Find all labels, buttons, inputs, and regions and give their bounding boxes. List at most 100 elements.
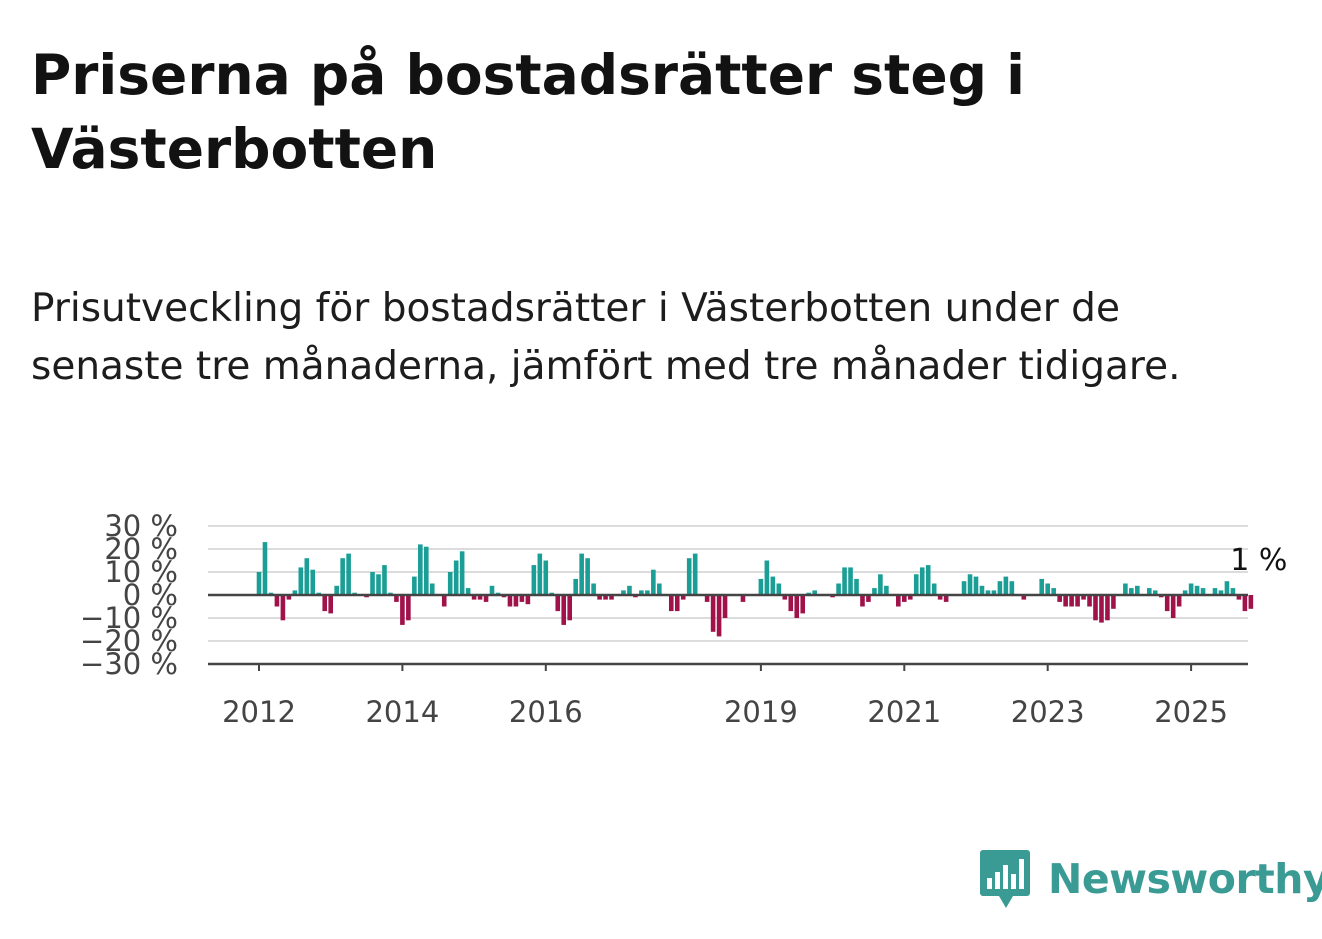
bar	[1236, 595, 1242, 600]
chart-subtitle: Prisutveckling för bostadsrätter i Väste…	[31, 286, 1181, 389]
bar	[627, 585, 632, 595]
bar	[1242, 595, 1248, 612]
bar	[710, 595, 716, 632]
bar	[645, 590, 650, 595]
bar	[1170, 595, 1176, 618]
y-tick-label: −10 %	[80, 601, 178, 635]
x-tick-label: 2019	[724, 695, 798, 729]
bar	[567, 595, 572, 621]
bar	[573, 578, 578, 595]
bar	[1129, 588, 1134, 595]
brand-logo: Newsworthy	[980, 850, 1322, 908]
bar	[985, 590, 991, 595]
bar	[692, 553, 698, 595]
bar	[919, 567, 925, 595]
bar	[477, 595, 483, 600]
bar	[531, 565, 537, 595]
bar	[585, 558, 590, 595]
bar	[465, 588, 471, 595]
bar	[1248, 595, 1254, 609]
bar	[776, 583, 782, 595]
y-tick-label: 20 %	[104, 532, 178, 566]
bar	[441, 595, 447, 607]
bar	[1075, 595, 1080, 607]
bar	[967, 574, 973, 595]
bar	[1093, 595, 1098, 621]
bar	[860, 595, 865, 607]
bar	[1224, 581, 1230, 595]
bar	[1188, 583, 1194, 595]
bar	[1063, 595, 1068, 607]
bar	[406, 595, 411, 621]
bar	[424, 546, 429, 595]
bar-chart-icon	[980, 850, 1030, 908]
bar	[812, 590, 817, 595]
bar	[716, 595, 722, 637]
bar	[1039, 578, 1045, 595]
bar	[686, 558, 692, 595]
bar	[1045, 583, 1050, 595]
bar	[1212, 588, 1218, 595]
x-tick-label: 2023	[1011, 695, 1085, 729]
bar	[471, 595, 477, 600]
bar	[991, 590, 997, 595]
x-tick-label: 2021	[867, 695, 941, 729]
bar	[382, 565, 387, 595]
bar	[1081, 595, 1086, 600]
bar	[597, 595, 602, 600]
bar	[788, 595, 794, 612]
bar	[280, 595, 286, 621]
bar	[340, 558, 345, 595]
bar	[902, 595, 907, 602]
bar	[1057, 595, 1062, 602]
bar	[931, 583, 937, 595]
bar	[1087, 595, 1092, 607]
bar	[274, 595, 280, 607]
bar	[483, 595, 489, 602]
bar	[770, 576, 776, 595]
bar	[758, 578, 764, 595]
bar	[1099, 595, 1104, 623]
bar	[603, 595, 608, 600]
bar	[346, 553, 351, 595]
bar	[1003, 576, 1009, 595]
y-tick-label: 10 %	[104, 555, 178, 589]
bar	[525, 595, 531, 605]
bar	[973, 576, 979, 595]
y-tick-label: 30 %	[104, 509, 178, 543]
bar	[561, 595, 567, 625]
bar	[884, 585, 889, 595]
bar	[1182, 590, 1188, 595]
brand-name: Newsworthy	[1048, 855, 1322, 903]
bar	[489, 585, 495, 595]
bar	[1152, 590, 1158, 595]
bar	[651, 569, 656, 595]
bar	[256, 572, 262, 595]
bar	[1146, 588, 1152, 595]
bar	[1176, 595, 1182, 607]
y-tick-label: 0 %	[123, 578, 178, 612]
bar	[896, 595, 901, 607]
bar-chart: −30 %−20 %−10 %0 %10 %20 %30 % 2012 2014 20…	[80, 509, 1287, 729]
bar	[1218, 590, 1224, 595]
y-tick-label: −20 %	[80, 624, 178, 658]
bar	[262, 542, 268, 595]
bar	[979, 585, 985, 595]
bar	[322, 595, 328, 612]
bar	[680, 595, 686, 600]
bar	[507, 595, 513, 607]
x-tick-label: 2014	[365, 695, 439, 729]
bar	[907, 595, 913, 600]
bar	[913, 574, 919, 595]
bar	[609, 595, 614, 600]
bar	[800, 595, 806, 614]
bar	[537, 553, 543, 595]
bar	[740, 595, 746, 602]
bar	[1230, 588, 1236, 595]
bar	[794, 595, 800, 618]
bar	[1051, 588, 1056, 595]
bar	[453, 560, 459, 595]
bar	[1021, 595, 1027, 600]
bar	[304, 558, 310, 595]
bar	[1200, 588, 1206, 595]
